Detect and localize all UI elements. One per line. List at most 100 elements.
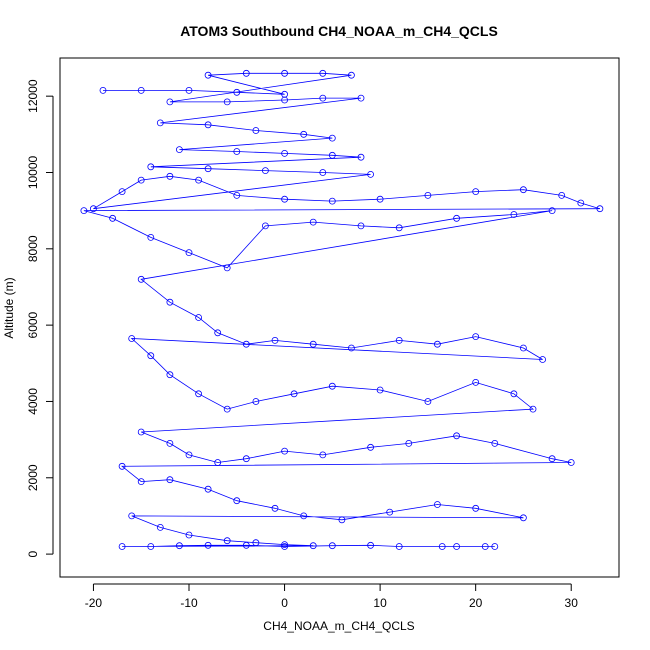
data-point [281,149,289,157]
data-point [510,390,518,398]
data-point [453,432,461,440]
data-point [271,504,279,512]
x-tick-label: -20 [85,596,103,610]
data-point [491,543,499,550]
data-point [147,543,155,550]
data-point [328,542,336,550]
x-axis: -20 -10 0 10 20 30 [85,583,579,610]
data-point [309,218,317,226]
data-point [223,98,231,106]
x-tick-label: 10 [373,596,387,610]
x-tick-label: 30 [565,596,579,610]
data-point [596,205,604,213]
data-point [328,197,336,205]
data-point [520,344,527,352]
y-tick-label: 2000 [26,464,40,491]
data-point [319,69,327,77]
data-point [242,455,250,463]
data-point [242,69,250,77]
data-point [223,264,231,272]
data-point [252,539,260,547]
y-tick-label: 4000 [26,388,40,415]
data-point [319,451,327,459]
data-point [281,541,289,548]
y-axis: 0 2000 4000 6000 8000 10000 12000 [26,79,54,557]
data-point [539,356,546,363]
data-point [347,71,355,79]
data-point [175,146,183,154]
data-point [214,329,222,337]
data-point [424,398,432,405]
data-point [328,151,336,159]
data-point [175,542,183,550]
data-point [367,541,375,549]
data-point [577,199,585,207]
data-point [472,333,480,341]
x-tick-label: -10 [180,596,198,610]
data-point [195,390,203,398]
data-point [405,439,413,447]
y-axis-label: Altitude (m) [2,277,16,338]
data-point [367,170,375,178]
data-point [195,176,203,184]
data-point [252,398,260,405]
data-point [510,211,518,218]
data-point [166,476,174,484]
data-point [80,207,88,215]
y-tick-label: 6000 [26,311,40,338]
data-point [395,336,403,344]
data-point [548,207,556,215]
data-point [386,508,394,516]
data-point [214,459,222,466]
data-point [166,98,174,106]
data-point [233,148,241,155]
data-point [185,87,193,94]
data-point [185,531,193,539]
data-point [195,314,203,321]
data-point [118,462,126,470]
data-point [204,541,212,549]
data-point [156,119,164,127]
data-point [233,497,241,505]
data-point [128,335,136,342]
chart-title: ATOM3 Southbound CH4_NOAA_m_CH4_QCLS [180,23,498,39]
data-point [309,542,317,550]
data-point [548,455,556,463]
series-lines [83,72,601,547]
data-point [137,87,145,94]
data-point [137,275,145,283]
data-point [453,214,461,222]
data-point [347,344,355,352]
data-point [529,405,537,413]
data-point [261,222,269,230]
data-point [233,88,241,96]
data-point [137,478,145,486]
data-point [204,121,212,129]
data-point [185,451,193,459]
data-point [357,94,365,102]
data-point [185,249,193,257]
data-point [252,127,260,134]
data-point [204,165,212,173]
data-point [395,543,403,550]
data-point [338,516,346,524]
data-point [281,447,289,455]
data-point [433,340,441,348]
y-tick-label: 10000 [26,155,40,189]
data-point [520,514,527,522]
data-point [281,96,289,104]
data-point [558,191,566,199]
data-point [204,485,212,493]
data-point [242,541,250,549]
data-point [300,512,308,520]
data-point [424,191,432,199]
data-point [204,71,212,79]
data-point [300,130,308,138]
data-point [367,443,375,451]
data-point [156,524,164,531]
data-point [376,386,384,394]
data-point [472,188,480,196]
data-point [357,222,365,230]
data-point [166,371,174,379]
